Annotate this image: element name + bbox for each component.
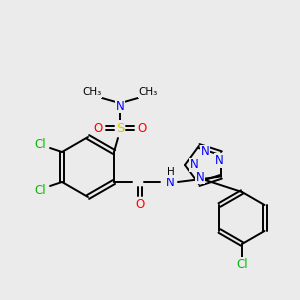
Text: Cl: Cl [34, 137, 46, 151]
Text: O: O [93, 122, 103, 134]
Text: CH₃: CH₃ [82, 87, 102, 97]
Text: N: N [190, 158, 198, 172]
Text: N: N [166, 176, 174, 188]
Text: N: N [200, 146, 209, 158]
Text: N: N [215, 154, 224, 167]
Text: O: O [135, 197, 145, 211]
Text: Cl: Cl [236, 257, 248, 271]
Text: N: N [116, 100, 124, 112]
Text: S: S [116, 122, 124, 134]
Text: Cl: Cl [34, 184, 46, 196]
Text: CH₃: CH₃ [138, 87, 158, 97]
Text: H: H [167, 167, 175, 177]
Text: N: N [195, 170, 204, 184]
Text: O: O [137, 122, 147, 134]
